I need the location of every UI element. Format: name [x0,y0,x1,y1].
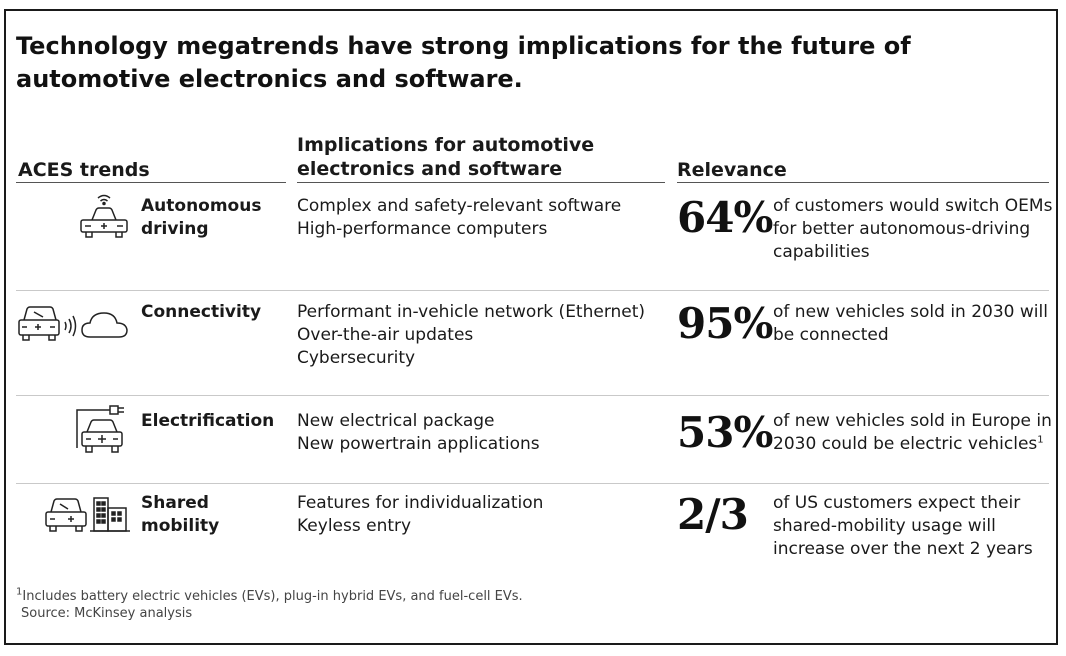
trend-label-line1: Connectivity [141,302,262,322]
relevance-electrification: of new vehicles sold in Europe in 2030 c… [773,410,1058,456]
header-implications-line1: Implications for automotive [297,134,595,156]
stat-connectivity: 95% [677,299,773,348]
row-divider [16,290,1049,291]
implication-item: High-performance computers [297,219,548,239]
trend-autonomous-driving: Autonomous driving [141,195,261,241]
trend-electrification: Electrification [141,410,274,433]
relevance-text: of new vehicles sold in Europe in 2030 c… [773,411,1052,454]
implications-connectivity: Performant in-vehicle network (Ethernet)… [297,301,667,370]
implications-autonomous: Complex and safety-relevant software Hig… [297,195,667,241]
header-rule-trends [16,182,286,183]
footnote-text: Includes battery electric vehicles (EVs)… [22,589,523,604]
implication-item: Performant in-vehicle network (Ethernet) [297,302,646,322]
implication-item: New powertrain applications [297,434,540,454]
relevance-shared-mobility: of US customers expect their shared-mobi… [773,493,1033,559]
relevance-connectivity: of new vehicles sold in 2030 will be con… [773,302,1048,345]
row-divider [16,483,1049,484]
row-divider [16,395,1049,396]
trend-connectivity: Connectivity [141,301,261,324]
header-rule-implications [297,182,665,183]
autonomous-car-icon [78,190,130,240]
stat-shared-mobility: 2/3 [677,490,749,539]
header-aces-trends: ACES trends [18,159,150,181]
trend-label-line2: mobility [141,516,220,536]
implication-item: Complex and safety-relevant software [297,196,622,216]
figure-title: Technology megatrends have strong implic… [16,32,911,93]
implication-item: Features for individualization [297,493,544,513]
implication-item: Cybersecurity [297,348,416,368]
implications-shared-mobility: Features for individualization Keyless e… [297,492,667,538]
header-implications-line2: electronics and software [297,158,563,180]
stat-electrification: 53% [677,408,773,457]
header-implications: Implications for automotive electronics … [297,133,594,181]
connected-car-cloud-icon [16,300,132,346]
trend-shared-mobility: Shared mobility [141,492,219,538]
stat-autonomous: 64% [677,193,773,242]
header-relevance: Relevance [677,159,787,181]
electric-car-plug-icon [72,402,132,458]
implication-item: New electrical package [297,411,495,431]
trend-label-line1: Shared [141,493,209,513]
shared-car-buildings-icon [44,492,132,536]
implication-item: Over-the-air updates [297,325,474,345]
relevance-autonomous: of customers would switch OEMs for bette… [773,196,1053,262]
trend-label-line1: Electrification [141,411,275,431]
header-rule-relevance [677,182,1049,183]
trend-label-line1: Autonomous [141,196,262,216]
footnote-marker: 1 [16,586,23,598]
implications-electrification: New electrical package New powertrain ap… [297,410,667,456]
implication-item: Keyless entry [297,516,412,536]
footnote: 1Includes battery electric vehicles (EVs… [16,586,523,605]
trend-label-line2: driving [141,219,209,239]
footnote-marker: 1 [1037,434,1044,446]
figure-frame [4,9,1058,645]
source-note: Source: McKinsey analysis [21,606,193,621]
